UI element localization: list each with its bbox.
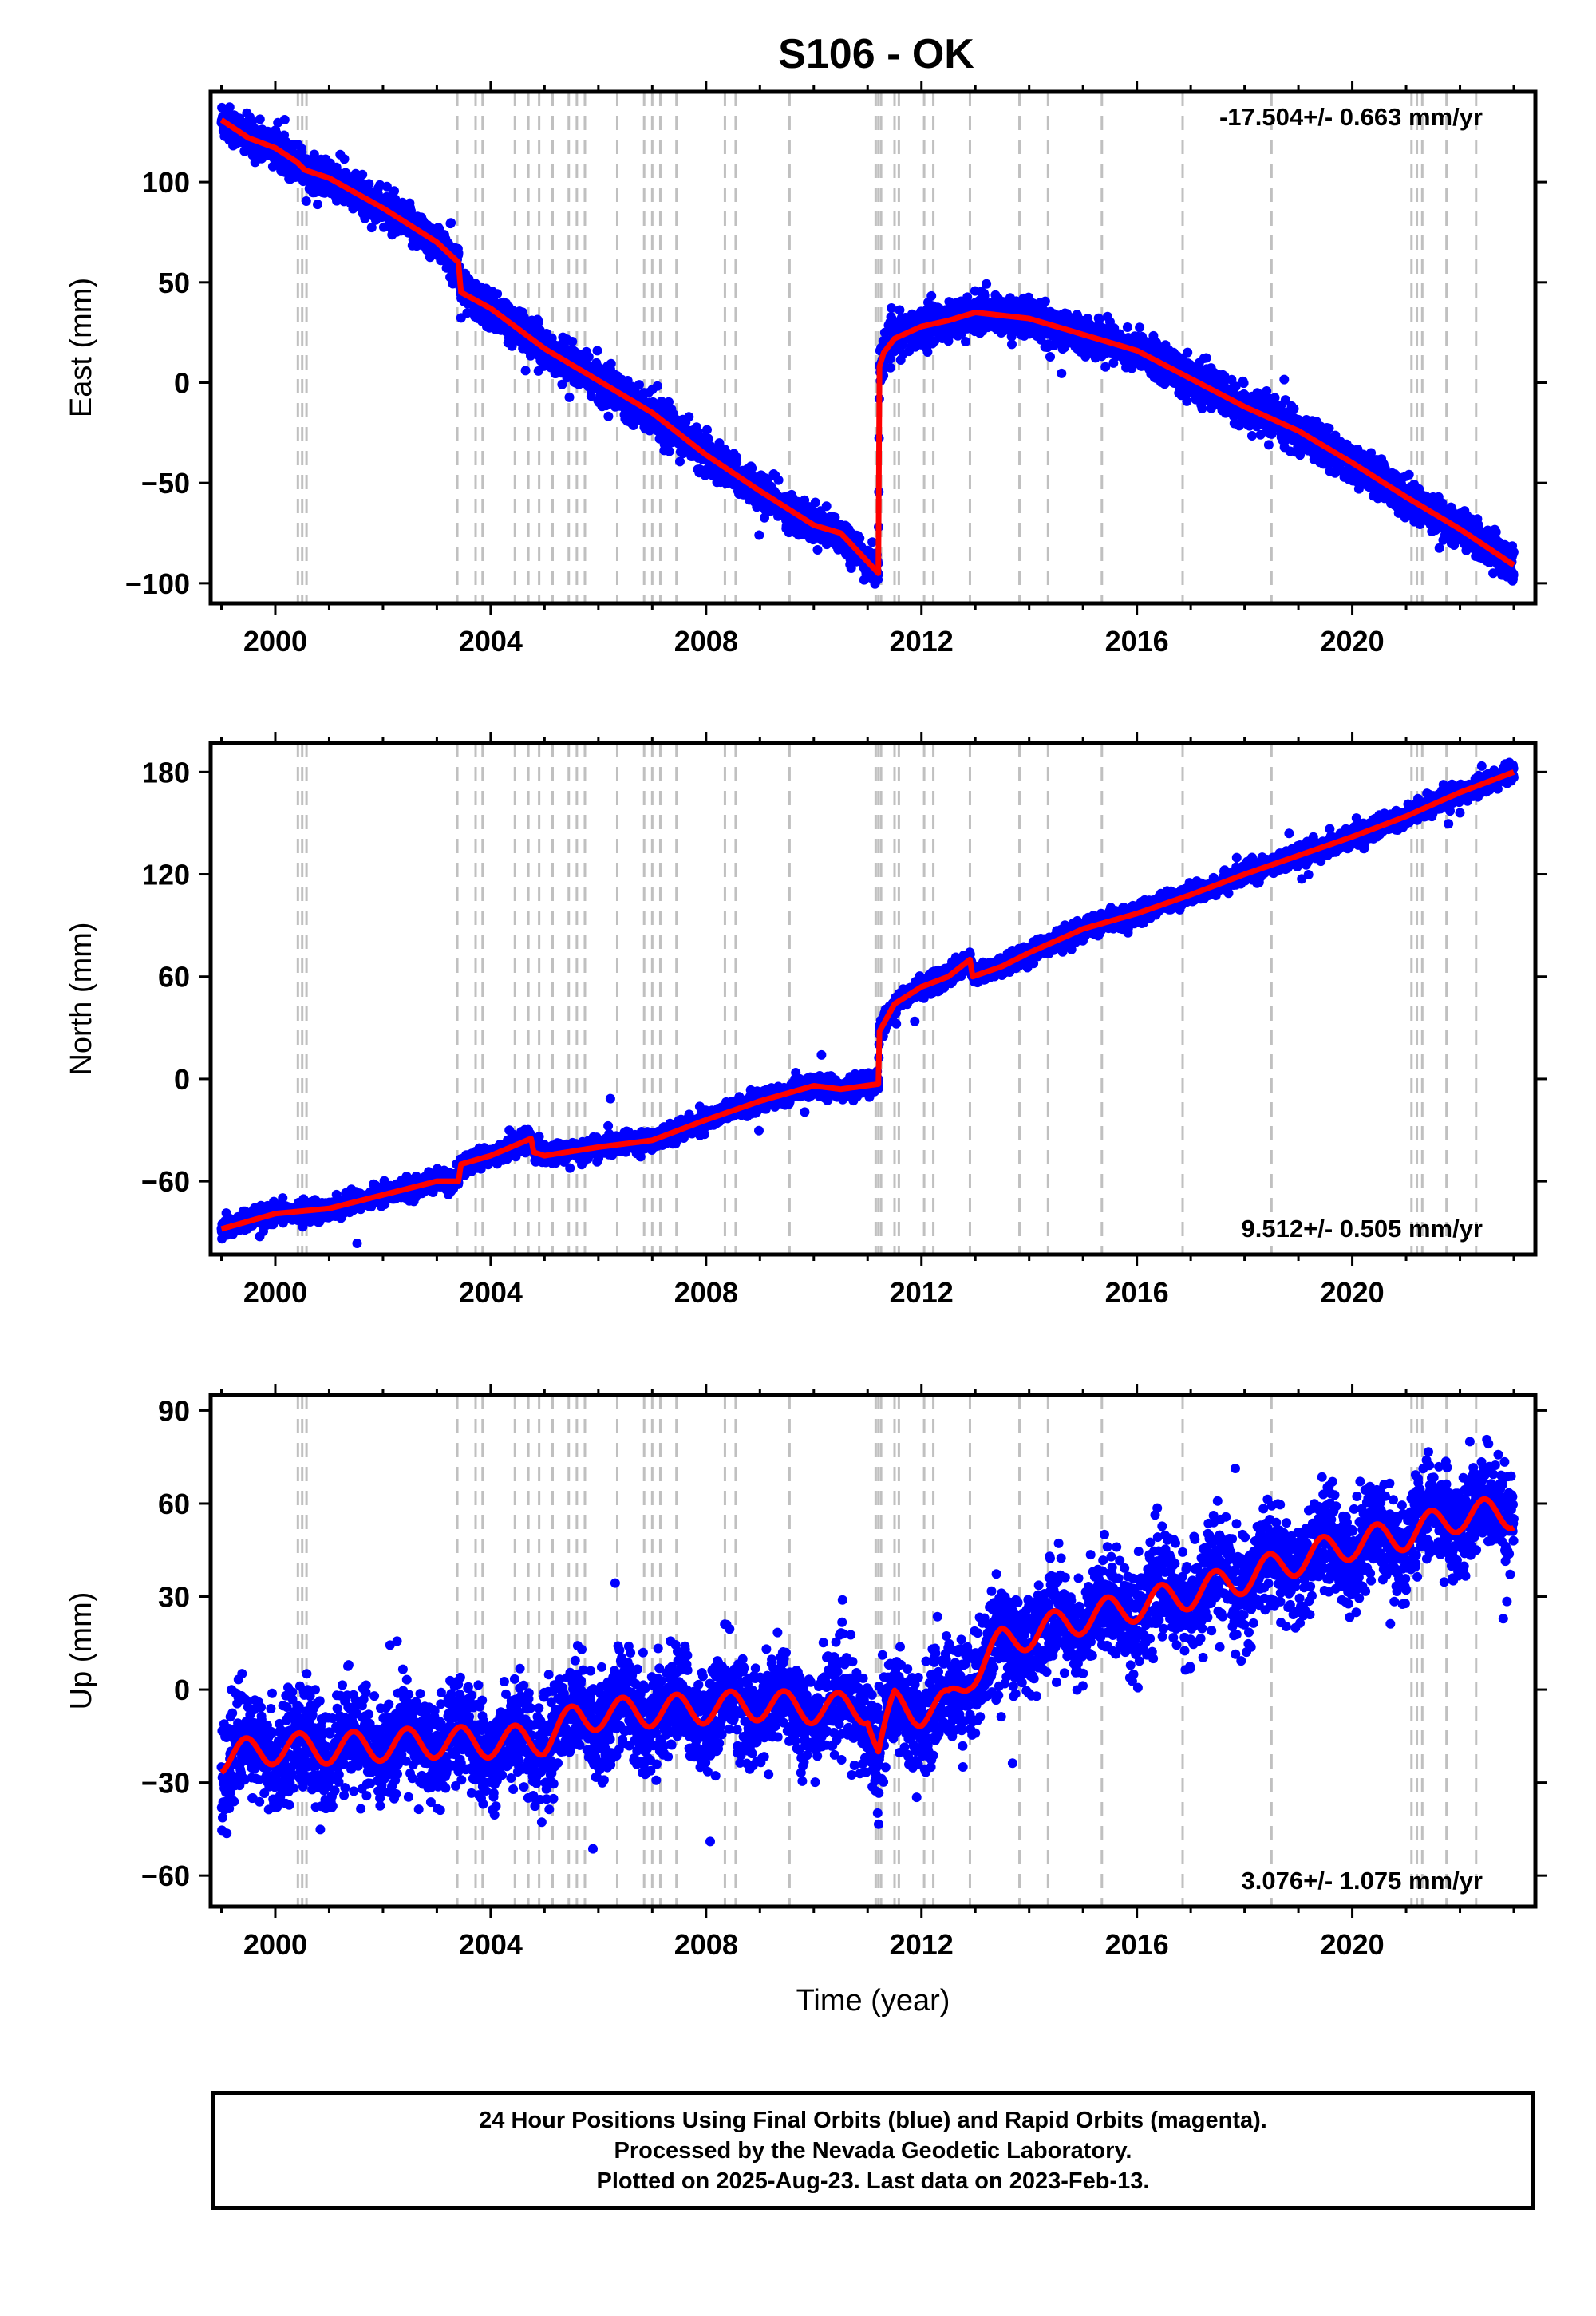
- data-point: [453, 248, 464, 259]
- data-point: [534, 317, 543, 327]
- data-point: [492, 289, 503, 299]
- data-point: [773, 475, 784, 485]
- data-point: [297, 147, 307, 157]
- data-point: [1197, 403, 1207, 413]
- data-point: [1122, 322, 1132, 332]
- data-point: [1182, 396, 1192, 406]
- data-point: [520, 366, 531, 376]
- data-point: [1289, 404, 1299, 414]
- data-point: [732, 457, 742, 468]
- station-title: S106 - OK: [778, 31, 974, 77]
- data-point: [1279, 374, 1290, 385]
- data-point: [360, 213, 370, 223]
- data-point: [1135, 322, 1145, 333]
- data-point: [606, 358, 616, 369]
- data-point: [1045, 352, 1055, 362]
- data-point: [224, 102, 235, 113]
- data-point: [652, 381, 662, 391]
- data-point: [885, 362, 895, 373]
- data-point: [1040, 296, 1050, 306]
- data-point: [446, 218, 456, 228]
- data-point: [1183, 347, 1193, 358]
- data-point: [867, 537, 878, 547]
- data-point: [339, 154, 350, 164]
- plot-area: [216, 92, 1519, 603]
- data-point: [926, 290, 937, 301]
- data-point: [301, 196, 311, 206]
- data-point: [634, 380, 644, 390]
- data-point: [664, 446, 674, 456]
- data-point: [982, 279, 992, 289]
- data-point: [313, 200, 322, 210]
- data-point: [381, 181, 392, 192]
- data-point: [1263, 440, 1274, 450]
- plots-canvas: 2000 2004 2008 2012 2016 2020−100−50050100Eas…: [65, 81, 1547, 2018]
- data-point: [564, 392, 575, 402]
- data-point: [702, 425, 712, 435]
- data-point: [961, 337, 970, 346]
- data-point: [507, 341, 517, 351]
- data-point: [364, 179, 374, 189]
- data-point: [810, 497, 820, 508]
- data-point: [332, 196, 342, 206]
- data-point: [887, 303, 897, 313]
- data-point: [812, 545, 823, 555]
- data-point: [1238, 378, 1249, 389]
- data-points: [216, 102, 1519, 589]
- data-point: [389, 186, 399, 196]
- data-point: [1404, 469, 1414, 480]
- data-point: [675, 456, 685, 467]
- data-point: [821, 501, 832, 512]
- data-point: [255, 114, 265, 124]
- data-point: [603, 411, 614, 421]
- data-point: [279, 115, 290, 124]
- data-point: [922, 347, 933, 357]
- data-point: [1324, 423, 1334, 433]
- data-point: [567, 337, 578, 346]
- data-point: [1201, 353, 1211, 363]
- data-point: [1007, 339, 1017, 350]
- data-point: [592, 346, 602, 356]
- data-point: [754, 530, 764, 540]
- data-point: [684, 412, 694, 422]
- data-point: [1247, 431, 1257, 441]
- east-panel: 2000 2004 2008 2012 2016 2020−100−50050100Eas…: [65, 81, 1547, 658]
- data-point: [1057, 368, 1067, 378]
- data-point: [366, 223, 377, 233]
- data-point: [358, 169, 368, 180]
- data-point: [583, 352, 594, 362]
